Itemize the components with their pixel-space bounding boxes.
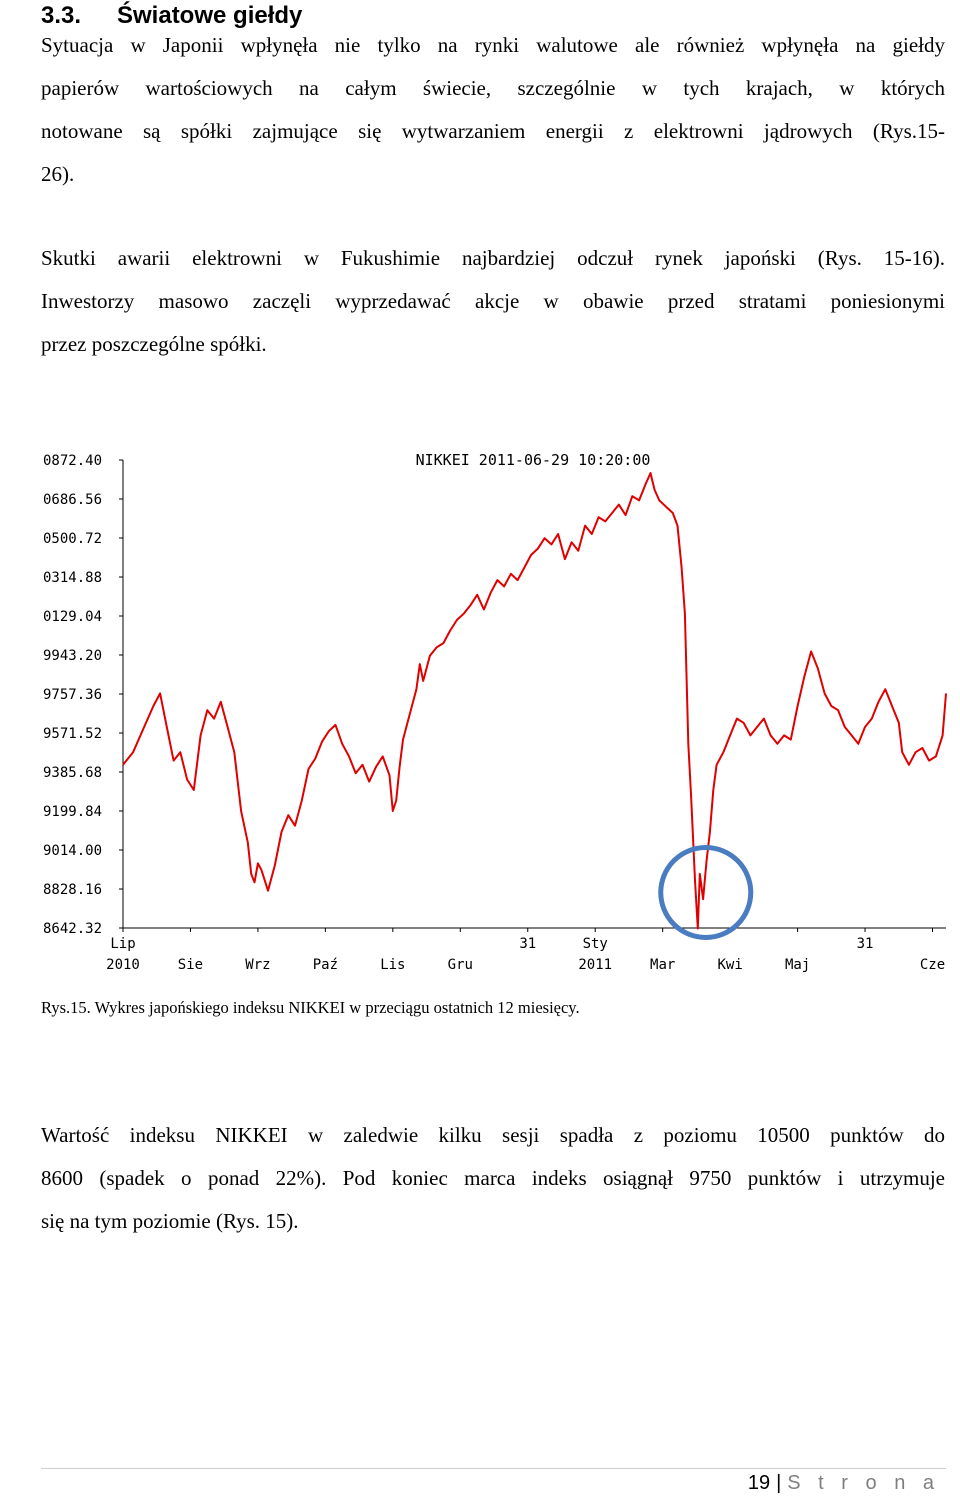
- x-tick-label-bottom: 2010: [106, 957, 140, 973]
- y-tick-label: 9757.36: [43, 687, 102, 703]
- x-tick-label-top: Lip: [110, 936, 135, 952]
- y-tick-label: 8642.32: [43, 921, 102, 937]
- x-tick-label-bottom: 2011: [578, 957, 612, 973]
- highlight-circle: [658, 844, 754, 940]
- paragraph-3: Wartość indeksu NIKKEI w zaledwie kilku …: [41, 1114, 945, 1243]
- y-tick-label: 9571.52: [43, 726, 102, 742]
- footer-separator: |: [776, 1472, 782, 1494]
- page-number: 19: [747, 1472, 771, 1494]
- x-tick-label-bottom: Kwi: [717, 957, 742, 973]
- footer-divider: [41, 1468, 946, 1469]
- figure-caption: Rys.15. Wykres japońskiego indeksu NIKKE…: [41, 998, 580, 1017]
- paragraph-line: notowane są spółki zajmujące się wytwarz…: [41, 119, 945, 143]
- x-tick-label-bottom: Maj: [785, 957, 810, 973]
- paragraph-line: Skutki awarii elektrowni w Fukushimie na…: [41, 246, 945, 270]
- paragraph-line: przez poszczególne spółki.: [41, 332, 267, 356]
- section-heading: 3.3. Światowe giełdy: [41, 2, 302, 30]
- y-tick-label: 8828.16: [43, 882, 102, 898]
- x-tick-label-bottom: Gru: [448, 957, 473, 973]
- paragraph-1: Sytuacja w Japonii wpłynęła nie tylko na…: [41, 24, 945, 196]
- x-tick-label-bottom: Mar: [650, 957, 675, 973]
- chart-title: NIKKEI 2011-06-29 10:20:00: [416, 451, 651, 469]
- x-tick-label-bottom: Sie: [178, 957, 203, 973]
- footer-word: S t r o n a: [787, 1472, 940, 1494]
- section-title: Światowe giełdy: [117, 2, 303, 29]
- paragraph-line: papierów wartościowych na całym świecie,…: [41, 76, 945, 100]
- y-tick-label: 0129.04: [43, 609, 102, 625]
- section-number: 3.3.: [41, 2, 82, 29]
- paragraph-line: 8600 (spadek o ponad 22%). Pod koniec ma…: [41, 1166, 945, 1190]
- paragraph-line: Inwestorzy masowo zaczęli wyprzedawać ak…: [41, 289, 945, 313]
- y-tick-label: 9943.20: [43, 648, 102, 664]
- paragraph-2: Skutki awarii elektrowni w Fukushimie na…: [41, 237, 945, 366]
- y-tick-label: 9014.00: [43, 843, 102, 859]
- x-tick-label-top: Sty: [583, 936, 608, 952]
- paragraph-line: się na tym poziomie (Rys. 15).: [41, 1209, 299, 1233]
- y-tick-label: 0686.56: [43, 492, 102, 508]
- y-tick-label: 0314.88: [43, 570, 102, 586]
- y-tick-label: 9199.84: [43, 804, 102, 820]
- x-tick-label-top: 31: [519, 936, 536, 952]
- x-tick-label-bottom: Lis: [380, 957, 405, 973]
- x-tick-label-bottom: Cze: [920, 957, 945, 973]
- y-tick-label: 0872.40: [43, 453, 102, 469]
- paragraph-line: Wartość indeksu NIKKEI w zaledwie kilku …: [41, 1123, 945, 1147]
- y-tick-label: 0500.72: [43, 531, 102, 547]
- x-tick-label-top: 31: [857, 936, 874, 952]
- paragraph-line: Sytuacja w Japonii wpłynęła nie tylko na…: [41, 33, 945, 57]
- x-tick-label-bottom: Paź: [313, 957, 338, 973]
- paragraph-line: 26).: [41, 162, 75, 186]
- x-tick-label-bottom: Wrz: [245, 957, 270, 973]
- y-tick-label: 9385.68: [43, 765, 102, 781]
- page-footer: 19 | S t r o n a: [748, 1472, 940, 1495]
- nikkei-chart: NIKKEI 2011-06-29 10:20:00 0872.40 0686.56…: [43, 451, 947, 973]
- series-line: [122, 472, 947, 930]
